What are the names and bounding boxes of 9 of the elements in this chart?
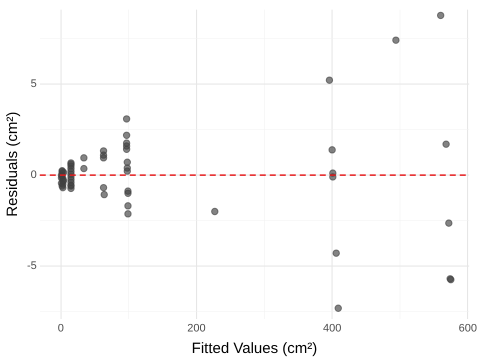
x-tick-label: 0: [58, 322, 64, 334]
x-tick-label: 400: [322, 322, 342, 334]
y-tick-label: 0: [30, 169, 37, 182]
y-tick-label: -5: [27, 260, 37, 272]
y-tick-label: 5: [30, 78, 37, 90]
x-tick-label: 600: [458, 322, 477, 334]
x-axis-title: Fitted Values (cm²): [192, 340, 318, 358]
y-axis-title: Residuals (cm²): [4, 112, 22, 217]
x-tick-label: 200: [187, 322, 206, 334]
